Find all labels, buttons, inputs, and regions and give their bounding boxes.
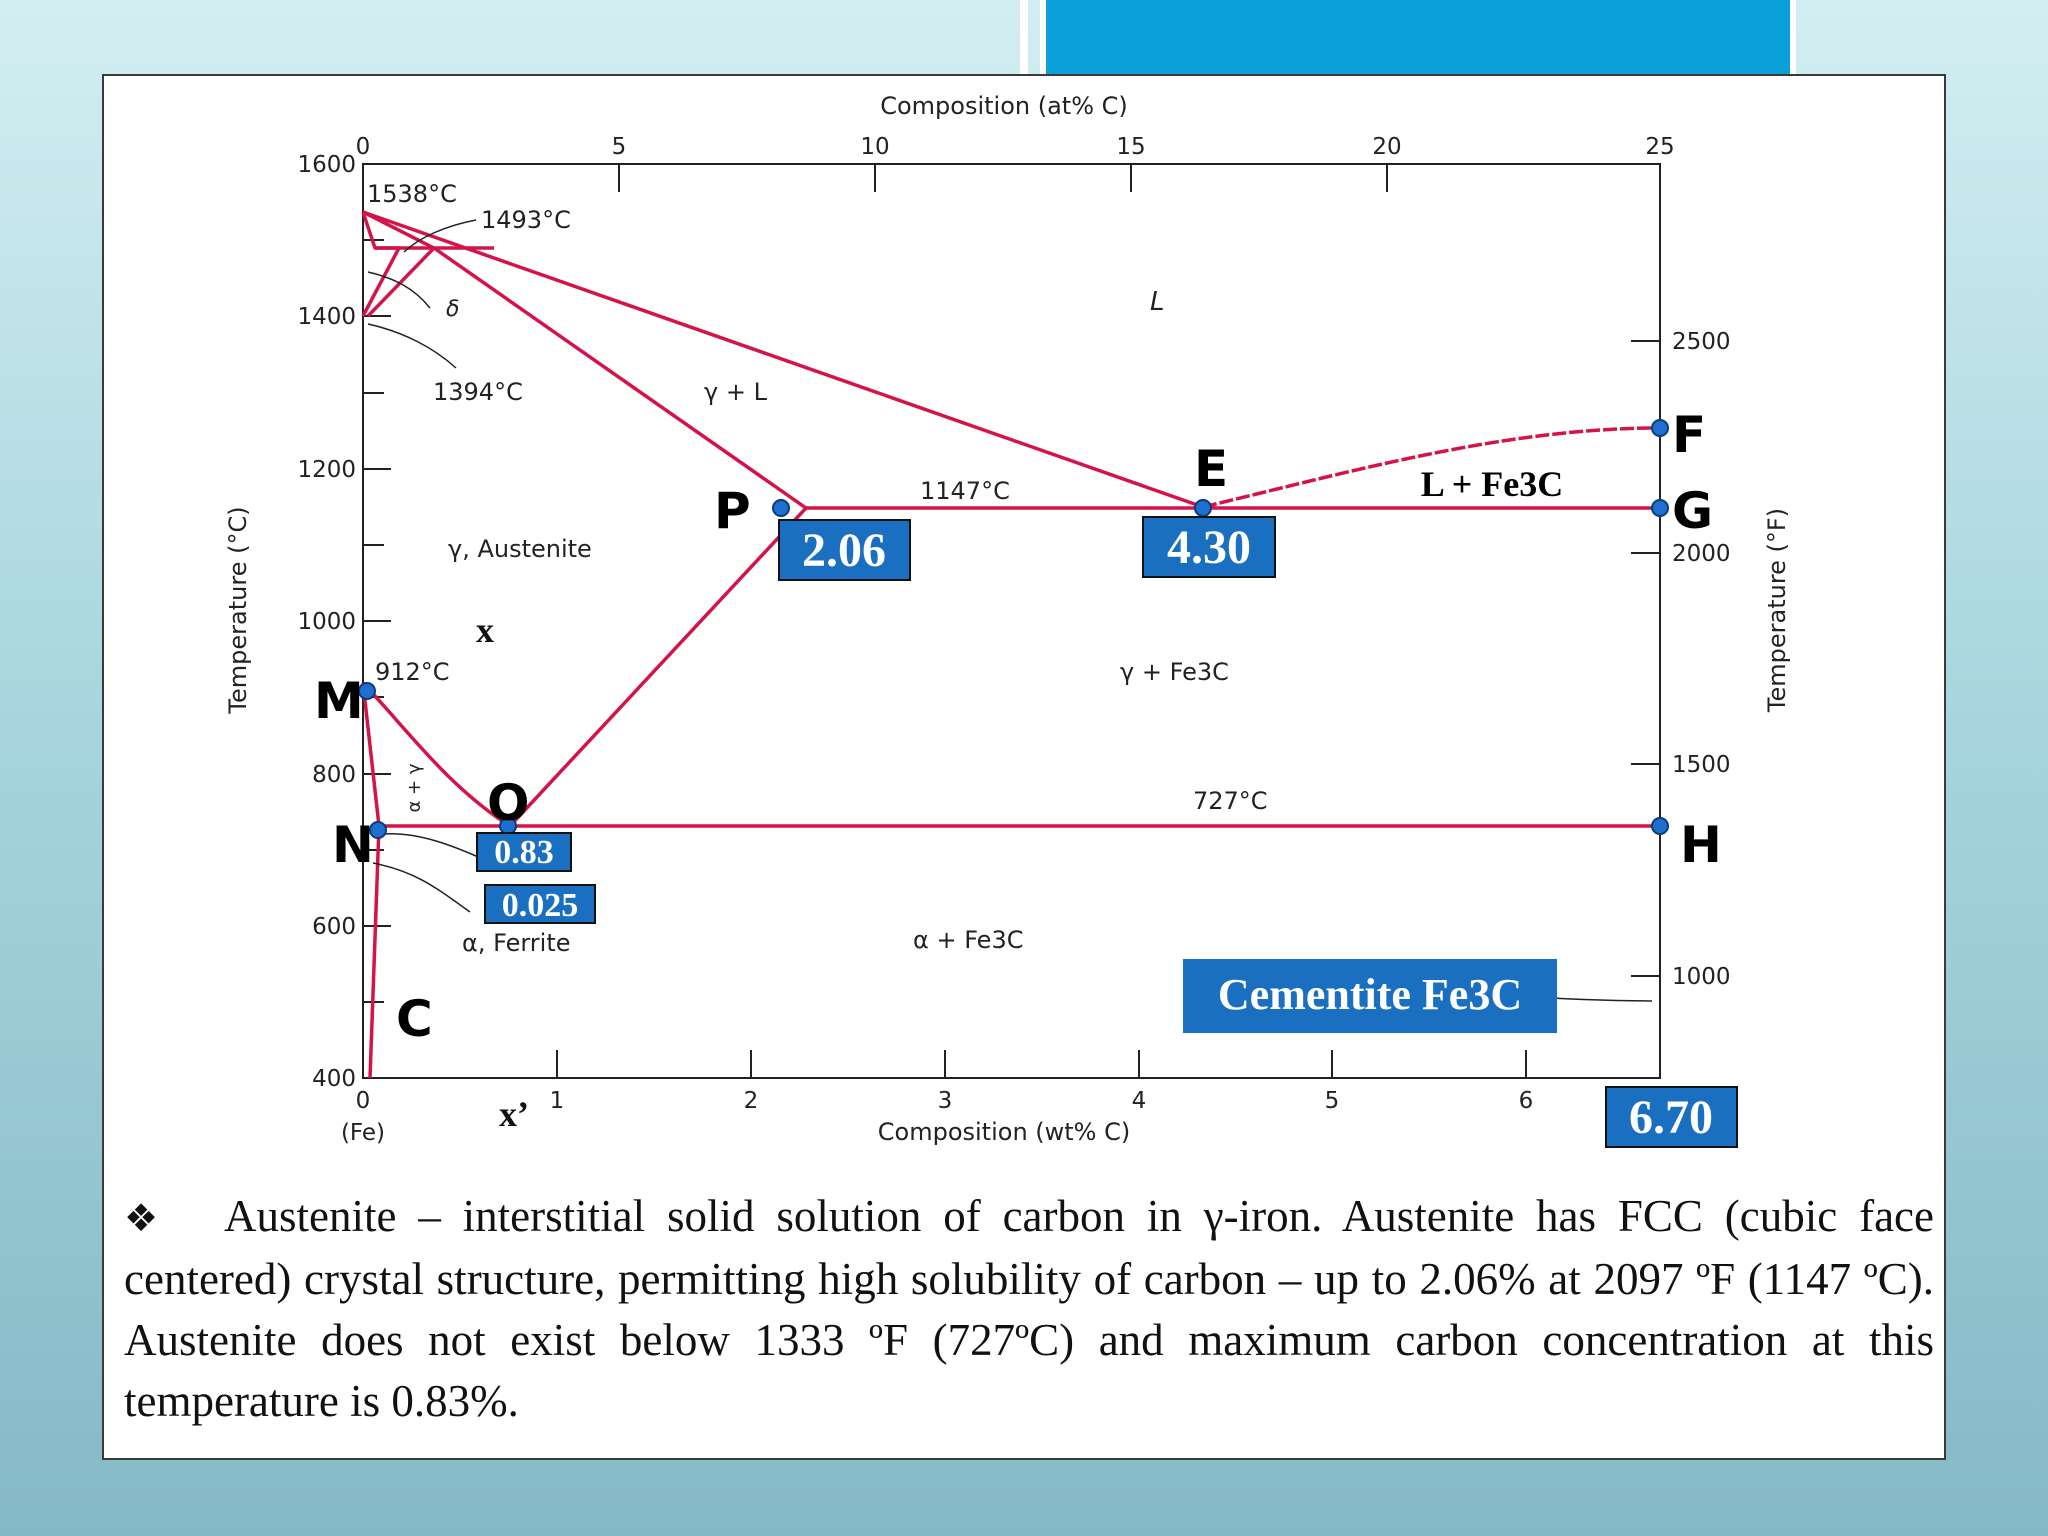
left-tick-1600: 1600 bbox=[297, 152, 356, 178]
bottom-tick-0: 0 bbox=[356, 1088, 371, 1114]
value-box-206: 2.06 bbox=[778, 519, 911, 581]
bottom-tick-2: 2 bbox=[744, 1088, 759, 1114]
point-label-e: E bbox=[1194, 440, 1228, 498]
top-tick-5: 5 bbox=[612, 134, 627, 160]
cementite-label: Cementite Fe3C bbox=[1218, 970, 1522, 1019]
temp-1147: 1147°C bbox=[920, 477, 1010, 505]
phase-austenite: γ, Austenite bbox=[448, 535, 592, 563]
temp-727: 727°C bbox=[1193, 787, 1268, 815]
left-tick-600: 600 bbox=[312, 914, 356, 940]
a3-line bbox=[361, 681, 511, 828]
point-label-f: F bbox=[1672, 406, 1706, 464]
bullet-icon: ❖ bbox=[124, 1196, 159, 1240]
austenite-description: ❖ Austenite – interstitial solid solution… bbox=[124, 1186, 1934, 1432]
left-tick-1000: 1000 bbox=[297, 609, 356, 635]
marker-g bbox=[1651, 499, 1669, 517]
top-tick-25: 25 bbox=[1645, 134, 1674, 160]
temp-1394: 1394°C bbox=[433, 378, 523, 406]
left-axis-label: Temperature (°C) bbox=[224, 506, 252, 714]
right-axis-ticks bbox=[1631, 340, 1660, 977]
phase-liquid: L bbox=[1150, 287, 1165, 317]
left-tick-1400: 1400 bbox=[297, 304, 356, 330]
bottom-tick-6: 6 bbox=[1519, 1088, 1534, 1114]
top-tick-0: 0 bbox=[356, 134, 371, 160]
marker-m bbox=[358, 682, 376, 700]
left-tick-800: 800 bbox=[312, 762, 356, 788]
value-box-670: 6.70 bbox=[1605, 1086, 1738, 1148]
point-label-g: G bbox=[1672, 482, 1713, 540]
acm-line bbox=[508, 506, 808, 828]
cementite-liquidus-line bbox=[1202, 426, 1661, 509]
phase-gamma-cementite: γ + Fe3C bbox=[1120, 658, 1229, 686]
phase-alpha-gamma: α + γ bbox=[404, 763, 425, 812]
delta-gamma-line-a bbox=[361, 247, 401, 317]
slide-card: Composition (at% C) Composition (wt% C) … bbox=[102, 74, 1946, 1460]
liquidus-line-left bbox=[362, 210, 1204, 509]
marker-f bbox=[1651, 419, 1669, 437]
phase-gamma-liquid: γ + L bbox=[704, 378, 768, 406]
value-206: 2.06 bbox=[802, 524, 886, 577]
value-430: 4.30 bbox=[1167, 521, 1251, 574]
phase-liquid-cementite: L + Fe3C bbox=[1421, 464, 1564, 504]
value-670: 6.70 bbox=[1629, 1091, 1713, 1144]
top-tick-15: 15 bbox=[1116, 134, 1145, 160]
top-axis-label: Composition (at% C) bbox=[880, 92, 1128, 120]
value-box-083: 0.83 bbox=[476, 832, 572, 872]
point-markers bbox=[358, 419, 1669, 839]
marker-n bbox=[369, 821, 387, 839]
iron-carbon-phase-diagram: Composition (at% C) Composition (wt% C) … bbox=[224, 92, 1791, 1148]
top-tick-10: 10 bbox=[860, 134, 889, 160]
value-box-430: 4.30 bbox=[1142, 516, 1276, 578]
point-label-c: C bbox=[396, 990, 433, 1048]
bottom-tick-5: 5 bbox=[1325, 1088, 1340, 1114]
bottom-axis-ticks bbox=[556, 1050, 1527, 1078]
value-0025: 0.025 bbox=[502, 887, 579, 924]
right-tick-1500: 1500 bbox=[1672, 752, 1731, 778]
point-label-h: H bbox=[1680, 816, 1722, 874]
top-tick-20: 20 bbox=[1372, 134, 1401, 160]
marker-e bbox=[1194, 499, 1212, 517]
right-tick-1000: 1000 bbox=[1672, 964, 1731, 990]
marker-h bbox=[1651, 817, 1669, 835]
point-label-o: O bbox=[487, 774, 530, 832]
right-axis-label: Temperature (°F) bbox=[1763, 508, 1791, 713]
delta-gamma-line-b bbox=[366, 246, 436, 318]
phase-ferrite: α, Ferrite bbox=[462, 929, 571, 957]
point-label-m: M bbox=[314, 672, 364, 730]
point-label-n: N bbox=[332, 816, 374, 874]
left-tick-1200: 1200 bbox=[297, 457, 356, 483]
top-axis-ticks bbox=[618, 164, 1388, 192]
right-tick-2000: 2000 bbox=[1672, 541, 1731, 567]
ferrite-solvus-line bbox=[361, 682, 381, 1079]
value-083: 0.83 bbox=[494, 834, 554, 871]
phase-delta: δ bbox=[446, 297, 459, 322]
fe-label: (Fe) bbox=[341, 1120, 385, 1146]
value-box-0025: 0.025 bbox=[484, 884, 596, 924]
right-tick-2500: 2500 bbox=[1672, 329, 1731, 355]
temp-912: 912°C bbox=[375, 658, 450, 686]
temp-1493: 1493°C bbox=[481, 206, 571, 234]
left-tick-400: 400 bbox=[312, 1066, 356, 1092]
phase-alpha-cementite: α + Fe3C bbox=[913, 926, 1023, 954]
marker-p bbox=[772, 499, 790, 517]
point-label-x: x bbox=[476, 610, 494, 650]
bottom-tick-1: 1 bbox=[550, 1088, 565, 1114]
solidus-line bbox=[362, 210, 808, 510]
bottom-tick-3: 3 bbox=[938, 1088, 953, 1114]
description-text: Austenite – interstitial solid solution … bbox=[124, 1191, 1934, 1426]
cementite-label-box: Cementite Fe3C bbox=[1183, 959, 1557, 1033]
temp-1538: 1538°C bbox=[367, 180, 457, 208]
point-label-p: P bbox=[714, 482, 751, 540]
point-label-x-prime: x’ bbox=[499, 1094, 529, 1134]
bottom-tick-4: 4 bbox=[1132, 1088, 1147, 1114]
bottom-axis-label: Composition (wt% C) bbox=[878, 1118, 1130, 1146]
